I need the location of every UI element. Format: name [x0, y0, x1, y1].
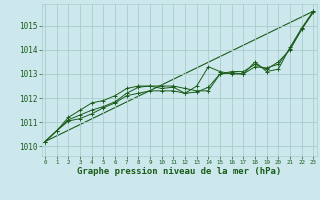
X-axis label: Graphe pression niveau de la mer (hPa): Graphe pression niveau de la mer (hPa) [77, 167, 281, 176]
